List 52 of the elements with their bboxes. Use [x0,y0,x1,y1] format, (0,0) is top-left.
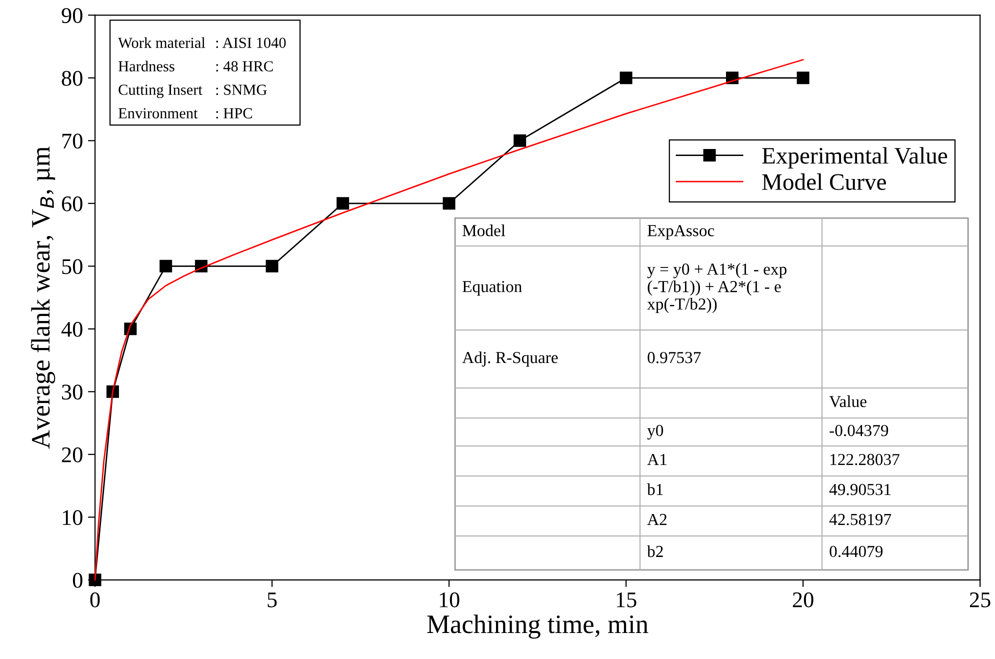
y-tick-label: 90 [62,8,82,24]
annotation: Equation [462,281,522,296]
annotation: 42.58197 [829,514,892,526]
y-tick-label: 0 [72,572,82,588]
y-tick-label: 80 [62,70,82,86]
annotation: b1 [647,483,663,496]
annotation: : 48 HRC [216,61,273,72]
annotation: A2 [647,514,667,525]
annotation: 0.97537 [648,352,701,364]
y-tick-label: 30 [62,384,82,400]
annotation: Cutting Insert [118,84,202,98]
annotation: Work material [118,37,206,48]
point [442,197,456,210]
x-tick-label: 25 [970,592,990,608]
annotation: Adj. R-Square [462,351,558,367]
x-tick-label: 0 [90,592,100,608]
point [620,72,632,84]
annotation: 49.90531 [829,484,891,496]
annotation: : AISI 1040 [216,38,286,48]
annotation: ExpAssoc [648,225,714,240]
point [266,260,278,272]
y-tick-label: 10 [62,510,82,526]
annotation: Model [462,224,506,236]
legend-label: Model Curve [762,173,886,190]
y-axis-title: Average flank wear, V$_{B}$, µm [30,146,56,449]
x-tick-label: 20 [792,592,814,608]
annotation: : SNMG [216,84,267,96]
y-tick-label: 20 [62,447,82,462]
point [336,197,350,210]
annotation: -0.04379 [830,424,888,436]
annotation: y = y0 + A1*(1 - exp (-T/b1)) + A2*(1 - e xp(-T/b2)) [647,263,786,314]
x-axis-title: Machining time, min [427,614,648,639]
point [514,134,526,147]
y-tick-label: 60 [62,196,82,212]
annotation: 0.44079 [830,546,883,558]
annotation: Value [829,395,866,408]
annotation: Environment [118,108,198,118]
x-tick-label: 15 [616,592,636,608]
x-tick-label: 5 [268,592,277,608]
y-tick-label: 50 [62,259,82,274]
annotation: Hardness [118,60,174,72]
annotation: y0 [647,424,664,440]
annotation: 122.28037 [830,454,900,466]
x-tick-label: 10 [440,592,460,608]
point [160,260,172,272]
point [796,72,810,84]
legend-label: Experimental Value [762,147,948,169]
y-tick-label: 70 [62,134,82,149]
annotation: : HPC [216,108,252,119]
annotation: A1 [647,454,666,465]
y-tick-label: 40 [61,322,82,337]
annotation: b2 [647,545,663,558]
